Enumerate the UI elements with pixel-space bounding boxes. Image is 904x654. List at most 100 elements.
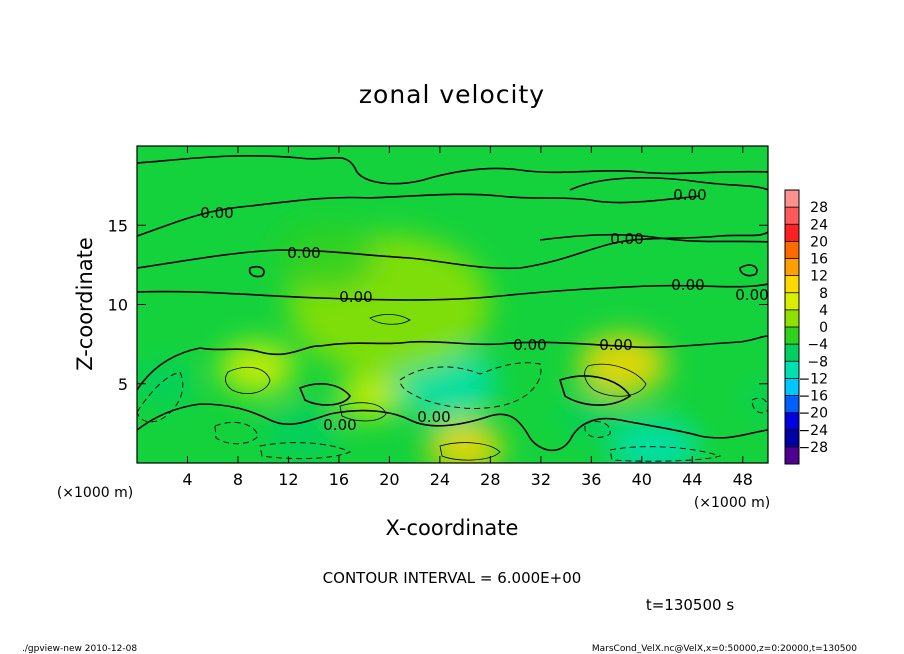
y-axis-label: Z-coordinate	[73, 237, 97, 371]
colorbar-segment	[785, 344, 799, 362]
contour-line-negative	[751, 397, 768, 414]
heat-feature	[559, 393, 623, 438]
colorbar-label: −16	[798, 389, 828, 405]
x-tick-label: 12	[278, 470, 298, 489]
contour-label: 0.00	[417, 408, 450, 426]
x-tick-label: 44	[682, 470, 702, 489]
colorbar-segment	[785, 309, 799, 328]
contour-line	[137, 335, 768, 391]
contour-line	[224, 366, 271, 394]
heat-feature	[338, 374, 403, 419]
footer-left: ./gpview-new 2010-12-08	[22, 644, 137, 654]
colorbar-label: 4	[819, 303, 828, 319]
x-axis-unit-left: (×1000 m)	[57, 485, 133, 501]
contour-line-negative	[399, 362, 542, 409]
colorbar-segment	[785, 190, 799, 208]
chart-title: zonal velocity	[359, 80, 545, 109]
contour-label: 0.00	[673, 186, 706, 204]
colorbar-label: 16	[810, 252, 828, 268]
contour-line-negative	[259, 442, 352, 460]
colorbar-segment	[785, 241, 799, 259]
contour-line	[298, 383, 351, 406]
heat-feature	[427, 421, 503, 463]
contour-labels: 0.00 0.00 0.00 0.00 0.00 0.00 0.00 0.00 0.00 0.00…	[200, 186, 768, 434]
contour-lines-thin	[224, 314, 647, 461]
colorbar-segment	[785, 292, 799, 311]
contour-label: 0.00	[671, 276, 704, 294]
colorbar-label: 20	[810, 234, 828, 250]
contour-interval-text: CONTOUR INTERVAL = 6.000E+00	[323, 569, 582, 587]
contour-line	[369, 314, 411, 325]
colorbar-segment	[785, 395, 799, 414]
colorbar-segment	[785, 224, 799, 242]
colorbar-segment	[785, 378, 799, 396]
x-tick-label: 8	[233, 470, 243, 489]
colorbar-segment	[785, 412, 799, 431]
contour-line	[439, 442, 501, 461]
x-tick-label: 4	[182, 470, 192, 489]
colorbar-label: 24	[810, 217, 828, 233]
contour-line	[137, 193, 701, 237]
heat-feature	[275, 222, 377, 292]
contour-lines	[137, 155, 768, 452]
contour-line-negative	[609, 446, 722, 462]
colorbar-segment	[785, 207, 799, 225]
x-tick-label: 32	[531, 470, 551, 489]
contour-lines-dashed	[137, 362, 768, 462]
colorbar-segment	[785, 258, 799, 277]
colorbar-label: −20	[798, 406, 828, 422]
contour-label: 0.00	[610, 230, 643, 248]
contour-label: 0.00	[339, 288, 372, 306]
colorbar-label: −24	[798, 423, 828, 439]
colorbar-segment	[785, 446, 799, 465]
colorbar-segment	[785, 429, 799, 448]
colorbar-label: −12	[798, 371, 828, 387]
colorbar-segment	[785, 275, 799, 294]
contour-line	[559, 375, 632, 406]
colorbar-label: 0	[819, 320, 828, 336]
colorbar-segment	[785, 361, 799, 379]
contour-line	[137, 283, 768, 301]
heat-feature	[742, 386, 768, 413]
heat-feature	[610, 416, 699, 463]
contour-line-negative	[584, 421, 611, 438]
y-axis: 5 10 15	[108, 216, 768, 394]
contour-label: 0.00	[287, 244, 320, 262]
colorbar-segment	[785, 327, 799, 345]
contour-line	[739, 264, 758, 277]
x-tick-label: 16	[329, 470, 349, 489]
contour-line	[248, 265, 265, 278]
x-tick-label: 28	[480, 470, 500, 489]
contour-line	[539, 233, 768, 243]
y-tick-label: 5	[118, 375, 128, 394]
contour-line-negative	[214, 422, 259, 445]
contour-line	[137, 231, 768, 270]
colorbar-label: −8	[807, 354, 828, 370]
x-tick-label: 20	[379, 470, 399, 489]
x-axis-label: X-coordinate	[386, 516, 519, 540]
y-tick-label: 10	[108, 296, 128, 315]
x-axis-unit-right: (×1000 m)	[694, 495, 770, 511]
contour-line	[137, 403, 768, 452]
heat-feature	[578, 334, 668, 396]
contour-line	[569, 176, 768, 191]
contour-line	[339, 402, 387, 422]
contour-line-negative	[137, 371, 184, 423]
x-tick-label: 40	[632, 470, 652, 489]
colorbar-label: −28	[798, 440, 828, 456]
colorbar-label: 8	[819, 286, 828, 302]
contour-label: 0.00	[599, 336, 632, 354]
heat-blobs	[137, 222, 768, 463]
colorbar-label: 28	[810, 200, 828, 216]
y-tick-label: 15	[108, 216, 128, 235]
x-tick-label: 48	[733, 470, 753, 489]
x-axis: 4 8 12 16 20 24 28 32 36 40 44 48	[182, 146, 753, 489]
colorbar-label: −4	[807, 337, 828, 353]
colorbar-label: 12	[810, 269, 828, 285]
contour-line	[584, 363, 647, 397]
plot-area: 0.00 0.00 0.00 0.00 0.00 0.00 0.00 0.00 0.00 0.00…	[136, 145, 769, 464]
x-tick-label: 36	[581, 470, 601, 489]
contour-label: 0.00	[323, 416, 356, 434]
